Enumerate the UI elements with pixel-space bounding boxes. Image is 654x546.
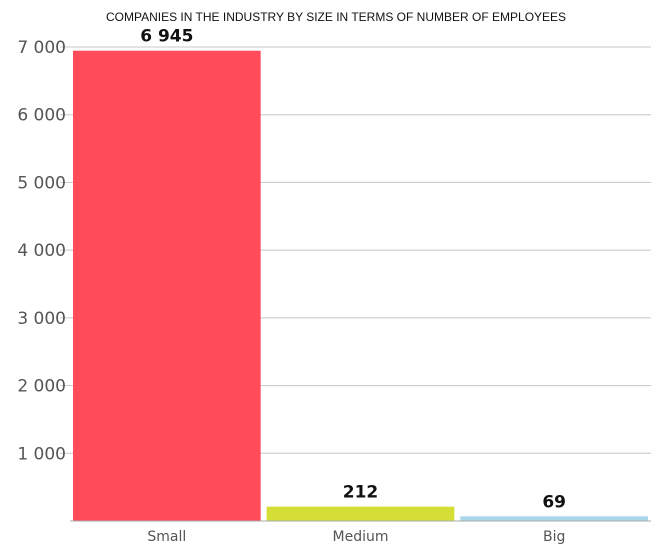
bar-big <box>460 516 648 521</box>
data-label-medium: 212 <box>343 483 379 503</box>
bar-small <box>73 50 261 522</box>
y-tick-label: 5 000 <box>17 173 66 193</box>
y-tick-label: 1 000 <box>17 444 66 464</box>
y-tick-label: 6 000 <box>17 106 66 126</box>
x-axis-ticks: Small Medium Big <box>147 529 565 545</box>
y-tick-label: 7 000 <box>17 38 66 58</box>
bar-medium <box>266 506 455 521</box>
x-tick-label-small: Small <box>147 529 186 545</box>
data-label-big: 69 <box>542 492 566 512</box>
y-tick-label: 2 000 <box>17 377 66 397</box>
x-tick-label-medium: Medium <box>333 529 389 545</box>
y-tick-label: 3 000 <box>17 309 66 329</box>
x-tick-label-big: Big <box>543 529 565 545</box>
chart-title: COMPANIES IN THE INDUSTRY BY SIZE IN TER… <box>106 10 566 24</box>
y-axis-ticks: 1 000 2 000 3 000 4 000 5 000 6 000 7 000 <box>17 38 66 464</box>
data-label-small: 6 945 <box>140 27 193 47</box>
data-labels: 6 945 212 69 <box>140 27 566 513</box>
bars <box>73 50 648 522</box>
y-tick-label: 4 000 <box>17 241 66 261</box>
